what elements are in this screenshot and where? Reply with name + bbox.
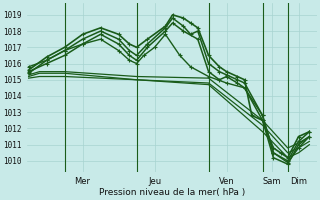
- X-axis label: Pression niveau de la mer( hPa ): Pression niveau de la mer( hPa ): [99, 188, 245, 197]
